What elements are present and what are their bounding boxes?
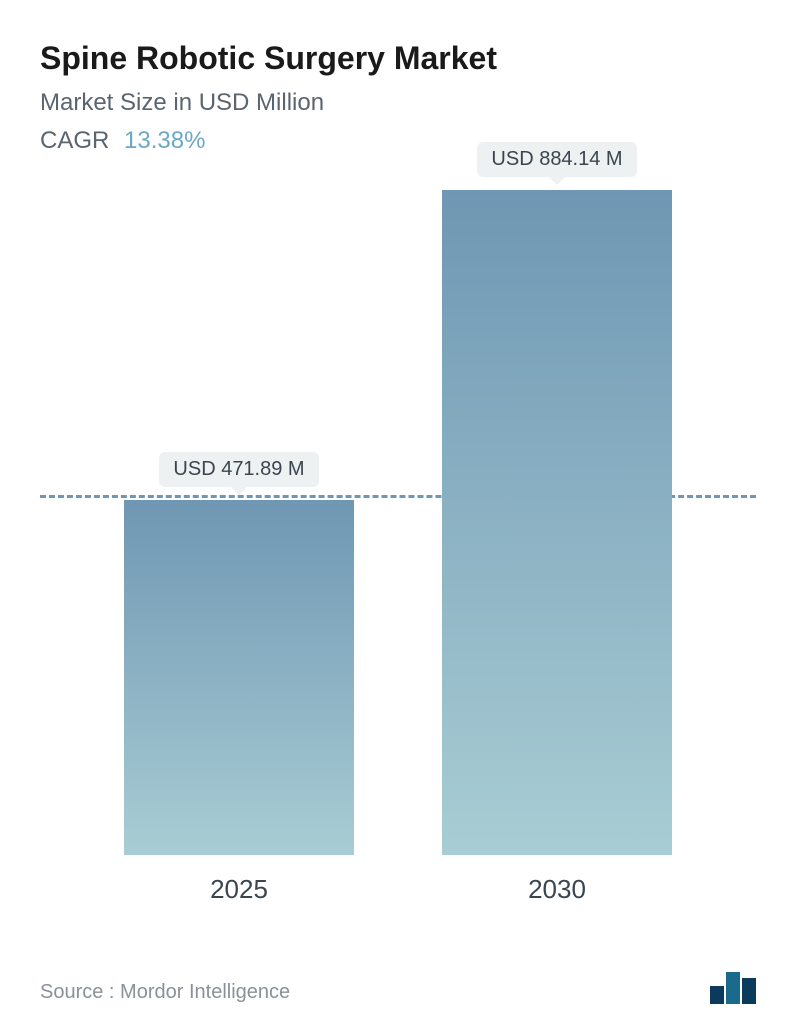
bar-value-label-1: USD 884.14 M (477, 142, 636, 177)
mordor-logo-icon (710, 972, 756, 1004)
chart-subtitle: Market Size in USD Million (40, 89, 756, 117)
bar-group-0: USD 471.89 M (124, 500, 354, 855)
x-axis-labels: 2025 2030 (40, 874, 756, 905)
bar-group-1: USD 884.14 M (442, 190, 672, 855)
source-name: Mordor Intelligence (120, 981, 290, 1003)
x-label-1: 2030 (442, 874, 672, 905)
source-label: Source : (40, 981, 114, 1003)
cagr-value: 13.38% (124, 127, 205, 154)
bars-container: USD 471.89 M USD 884.14 M (40, 185, 756, 855)
source-attribution: Source : Mordor Intelligence (40, 981, 290, 1004)
x-label-0: 2025 (124, 874, 354, 905)
footer: Source : Mordor Intelligence (40, 972, 756, 1004)
cagr-label: CAGR (40, 127, 109, 154)
bar-0 (124, 500, 354, 855)
chart-area: USD 471.89 M USD 884.14 M 2025 2030 (40, 185, 756, 905)
bar-1 (442, 190, 672, 855)
cagr-row: CAGR 13.38% (40, 127, 756, 155)
chart-title: Spine Robotic Surgery Market (40, 40, 756, 77)
bar-value-label-0: USD 471.89 M (159, 452, 318, 487)
